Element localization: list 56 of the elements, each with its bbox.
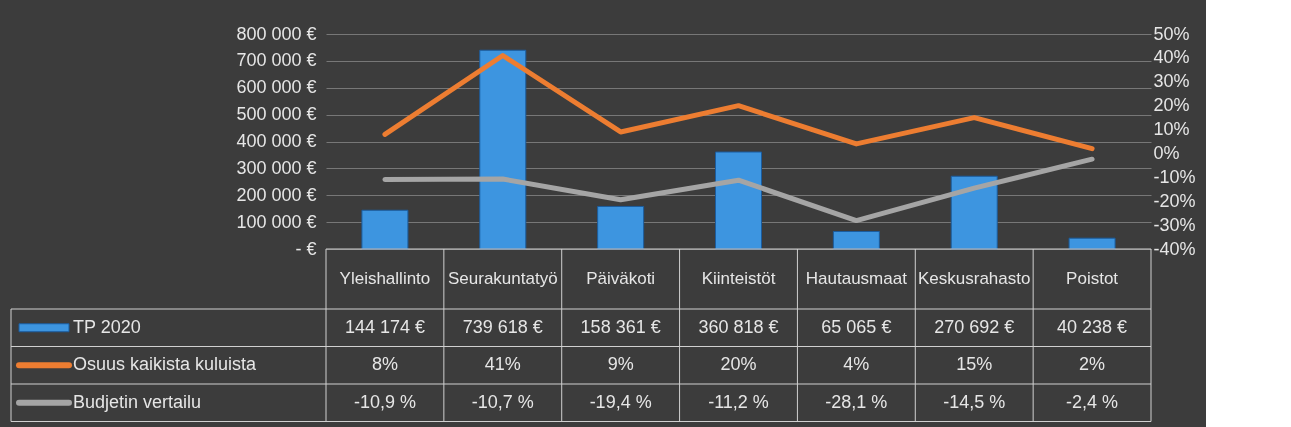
data-label: 41% [484, 354, 521, 375]
bar [715, 151, 762, 250]
data-label: 8% [371, 354, 398, 375]
data-label: 15% [956, 354, 993, 375]
data-label: -10,7 % [471, 391, 534, 412]
data-label: 20% [720, 354, 757, 375]
y2-tick-label: 20% [1153, 95, 1190, 116]
y-tick-label: 700 000 € [236, 50, 317, 71]
y2-tick-label: -30% [1153, 214, 1196, 235]
data-label: -14,5 % [943, 391, 1006, 412]
x-tick-label: Hautausmaat [805, 269, 908, 288]
data-label: 360 818 € [698, 316, 779, 337]
data-label: -2,4 % [1066, 391, 1119, 412]
data-label: -11,2 % [708, 391, 769, 412]
y-tick-label: 400 000 € [236, 131, 317, 151]
y2-tick-label: 10% [1153, 119, 1190, 140]
data-label: 40 238 € [1057, 316, 1128, 337]
x-tick-label: Kiinteistöt [701, 269, 776, 288]
legend-label: Budjetin vertailu [73, 391, 202, 412]
y2-tick-label: 0% [1153, 142, 1180, 163]
x-tick-label: Päiväkoti [586, 269, 656, 288]
y2-tick-label: 40% [1153, 47, 1190, 68]
bar [479, 49, 527, 250]
legend-label: Osuus kaikista kuluista [73, 354, 258, 375]
data-label: 9% [607, 354, 634, 375]
data-label: 158 361 € [580, 316, 661, 337]
y-tick-label: 500 000 € [236, 104, 317, 125]
y-tick-label: 200 000 € [236, 184, 317, 205]
data-label: 65 065 € [821, 316, 892, 337]
y-tick-label: 300 000 € [236, 157, 317, 178]
y2-tick-label: 50% [1153, 23, 1190, 44]
bar [950, 175, 998, 250]
legend-label: TP 2020 [73, 316, 141, 337]
y-tick-label: - € [295, 238, 317, 259]
data-label: 2% [1079, 354, 1106, 375]
x-tick-label: Poistot [1066, 269, 1119, 288]
y2-tick-label: -20% [1153, 190, 1196, 211]
data-label: 4% [843, 354, 870, 375]
data-label: -19,4 % [589, 391, 652, 412]
bar [832, 231, 880, 250]
y2-tick-label: -10% [1153, 166, 1196, 187]
x-tick-label: Yleishallinto [339, 269, 431, 288]
y2-tick-label: -40% [1153, 238, 1196, 259]
x-tick-label: Seurakuntatyö [447, 269, 558, 288]
y-tick-label: 100 000 € [236, 211, 317, 232]
bar [361, 209, 409, 250]
y2-tick-label: 30% [1153, 71, 1190, 92]
data-label: 144 174 € [344, 316, 425, 337]
y-tick-label: 800 000 € [236, 23, 317, 44]
data-label: 270 692 € [934, 316, 1015, 337]
y-tick-label: 600 000 € [236, 77, 317, 98]
data-label: -28,1 % [825, 391, 888, 412]
data-label: 739 618 € [462, 316, 543, 337]
x-tick-label: Keskusrahasto [917, 269, 1031, 288]
bar [597, 205, 645, 250]
data-label: -10,9 % [353, 391, 416, 412]
